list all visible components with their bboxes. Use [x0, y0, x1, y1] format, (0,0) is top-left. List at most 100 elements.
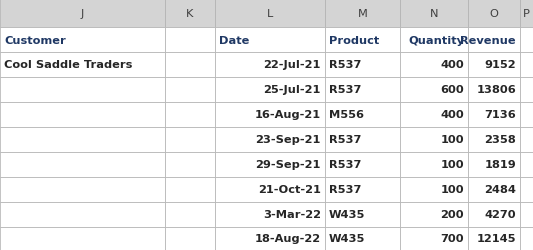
Text: 13806: 13806	[477, 85, 516, 95]
Text: 4270: 4270	[484, 210, 516, 220]
Text: M556: M556	[329, 110, 364, 120]
Bar	[468, 152, 520, 177]
Bar	[520, 202, 533, 227]
Text: 2358: 2358	[484, 135, 516, 145]
Bar	[520, 177, 533, 202]
Bar	[520, 53, 533, 78]
Text: R537: R537	[329, 60, 361, 70]
Text: R537: R537	[329, 185, 361, 195]
Bar	[215, 78, 325, 102]
Bar	[215, 152, 325, 177]
Bar	[0, 102, 165, 128]
Text: Quantity: Quantity	[408, 35, 464, 45]
Text: 3-Mar-22: 3-Mar-22	[263, 210, 321, 220]
Bar	[400, 0, 468, 28]
Text: J: J	[81, 9, 84, 19]
Text: 23-Sep-21: 23-Sep-21	[256, 135, 321, 145]
Bar	[325, 102, 400, 128]
Bar	[0, 53, 165, 78]
Text: 16-Aug-21: 16-Aug-21	[255, 110, 321, 120]
Bar	[400, 128, 468, 152]
Bar	[468, 0, 520, 28]
Bar	[165, 28, 215, 53]
Bar	[165, 0, 215, 28]
Text: Date: Date	[219, 35, 249, 45]
Bar	[400, 227, 468, 250]
Bar	[325, 202, 400, 227]
Text: 400: 400	[440, 110, 464, 120]
Bar	[165, 53, 215, 78]
Text: W435: W435	[329, 234, 366, 243]
Bar	[468, 128, 520, 152]
Bar	[468, 202, 520, 227]
Bar	[325, 78, 400, 102]
Bar	[520, 78, 533, 102]
Text: 9152: 9152	[484, 60, 516, 70]
Bar	[400, 28, 468, 53]
Bar	[215, 227, 325, 250]
Text: 100: 100	[440, 185, 464, 195]
Bar	[165, 102, 215, 128]
Bar	[0, 78, 165, 102]
Bar	[520, 102, 533, 128]
Bar	[165, 177, 215, 202]
Text: Cool Saddle Traders: Cool Saddle Traders	[4, 60, 132, 70]
Bar	[400, 202, 468, 227]
Bar	[0, 177, 165, 202]
Bar	[520, 28, 533, 53]
Bar	[468, 28, 520, 53]
Bar	[0, 0, 165, 28]
Bar	[215, 28, 325, 53]
Bar	[0, 152, 165, 177]
Text: 200: 200	[440, 210, 464, 220]
Bar	[468, 102, 520, 128]
Text: R537: R537	[329, 160, 361, 170]
Text: 25-Jul-21: 25-Jul-21	[264, 85, 321, 95]
Bar	[0, 128, 165, 152]
Bar	[325, 0, 400, 28]
Bar	[215, 177, 325, 202]
Text: 22-Jul-21: 22-Jul-21	[264, 60, 321, 70]
Text: L: L	[267, 9, 273, 19]
Bar	[165, 227, 215, 250]
Text: K: K	[187, 9, 193, 19]
Bar	[165, 202, 215, 227]
Text: 1819: 1819	[484, 160, 516, 170]
Text: Product: Product	[329, 35, 379, 45]
Bar	[468, 53, 520, 78]
Bar	[325, 177, 400, 202]
Bar	[215, 53, 325, 78]
Text: 29-Sep-21: 29-Sep-21	[256, 160, 321, 170]
Bar	[400, 152, 468, 177]
Text: 18-Aug-22: 18-Aug-22	[255, 234, 321, 243]
Bar	[400, 78, 468, 102]
Bar	[0, 202, 165, 227]
Bar	[215, 128, 325, 152]
Text: 7136: 7136	[484, 110, 516, 120]
Bar	[165, 128, 215, 152]
Text: N: N	[430, 9, 438, 19]
Bar	[468, 177, 520, 202]
Bar	[400, 177, 468, 202]
Bar	[215, 102, 325, 128]
Bar	[325, 53, 400, 78]
Bar	[215, 0, 325, 28]
Bar	[400, 102, 468, 128]
Bar	[520, 0, 533, 28]
Bar	[0, 227, 165, 250]
Bar	[468, 78, 520, 102]
Text: 21-Oct-21: 21-Oct-21	[258, 185, 321, 195]
Bar	[520, 128, 533, 152]
Bar	[325, 128, 400, 152]
Bar	[0, 28, 165, 53]
Bar	[520, 152, 533, 177]
Bar	[520, 227, 533, 250]
Bar	[215, 202, 325, 227]
Text: 400: 400	[440, 60, 464, 70]
Text: W435: W435	[329, 210, 366, 220]
Bar	[325, 152, 400, 177]
Text: 700: 700	[440, 234, 464, 243]
Text: 12145: 12145	[477, 234, 516, 243]
Text: P: P	[523, 9, 530, 19]
Bar	[165, 78, 215, 102]
